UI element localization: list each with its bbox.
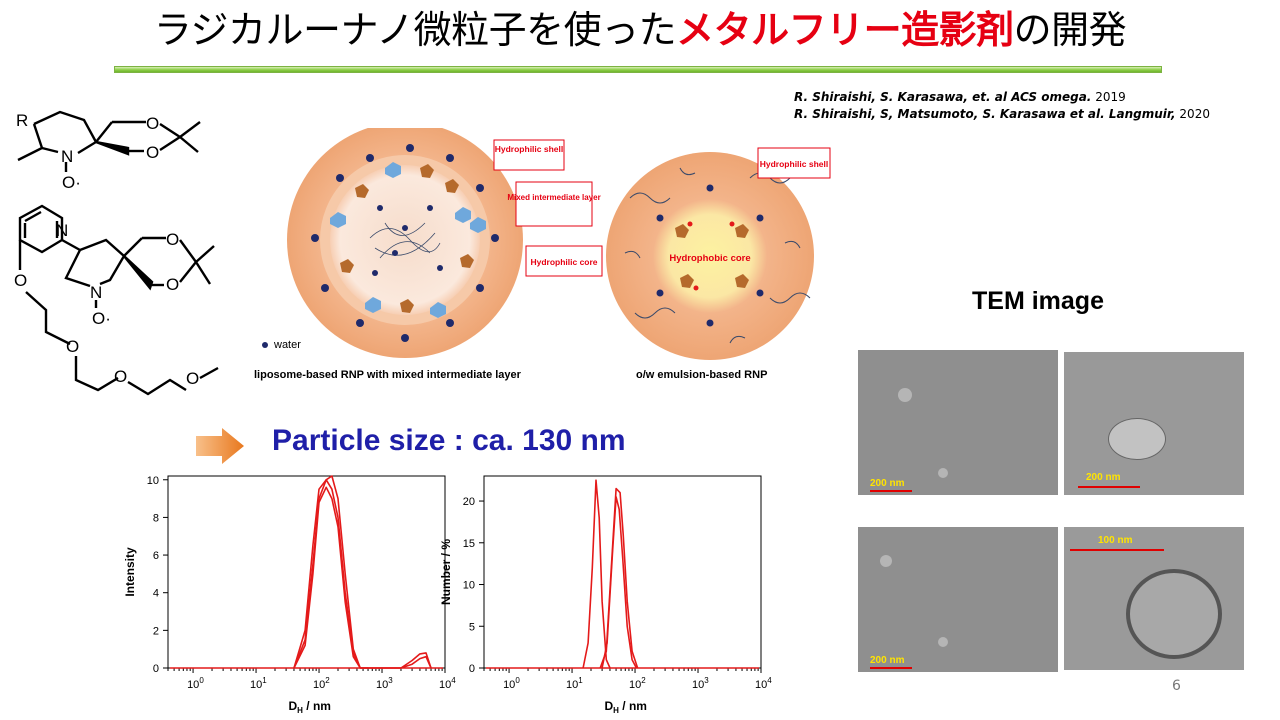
x-tick-label: 100 bbox=[187, 676, 204, 691]
title-tail: の開発 bbox=[1013, 8, 1127, 52]
atom-o-1a: O bbox=[146, 114, 159, 133]
water-legend-label: water bbox=[274, 339, 301, 351]
reference-2-authors: R. Shiraishi, S, Matsumoto, S. Karasawa … bbox=[794, 107, 1176, 121]
reference-2: R. Shiraishi, S, Matsumoto, S. Karasawa … bbox=[794, 107, 1210, 121]
water-dot-icon bbox=[262, 342, 268, 349]
atom-o-1b: O bbox=[146, 143, 159, 162]
series-line-2 bbox=[293, 479, 432, 669]
label-hydrophilic-shell-left: Hydrophilic shell bbox=[495, 144, 564, 154]
series-line-3 bbox=[293, 486, 368, 669]
y-tick-label: 10 bbox=[463, 580, 475, 592]
atom-o-ether-4: O bbox=[186, 369, 199, 388]
reference-1-year: 2019 bbox=[1091, 90, 1126, 104]
x-tick-label: 102 bbox=[313, 676, 330, 691]
substituent-r: R bbox=[16, 111, 28, 130]
tem-scale-label-4: 100 nm bbox=[1098, 535, 1133, 546]
label-mixed-intermediate-layer: Mixed intermediate layer bbox=[507, 193, 600, 202]
caption-liposome: liposome-based RNP with mixed intermedia… bbox=[254, 369, 521, 381]
reference-1: R. Shiraishi, S. Karasawa, et. al ACS om… bbox=[794, 90, 1126, 104]
atom-o-ether-2: O bbox=[66, 337, 79, 356]
y-tick-label: 20 bbox=[463, 496, 475, 508]
y-tick-label: 10 bbox=[147, 475, 159, 487]
tem-scale-label-1: 200 nm bbox=[870, 478, 905, 489]
plot-frame bbox=[483, 475, 762, 669]
atom-o-2b: O bbox=[166, 275, 179, 294]
y-tick-label: 8 bbox=[153, 512, 159, 524]
atom-n-pyridine: N bbox=[56, 221, 68, 240]
page-number: 6 bbox=[1172, 678, 1181, 694]
caption-emulsion: o/w emulsion-based RNP bbox=[636, 369, 768, 381]
atom-o-ether-1: O bbox=[14, 271, 27, 290]
tem-title: TEM image bbox=[972, 287, 1104, 315]
x-tick-label: 101 bbox=[250, 676, 267, 691]
y-tick-label: 4 bbox=[153, 588, 159, 600]
label-hydrophobic-core: Hydrophobic core bbox=[669, 253, 750, 264]
tem-scale-label-2: 200 nm bbox=[1086, 472, 1121, 483]
tem-panel-4: 100 nm bbox=[1064, 527, 1244, 670]
x-tick-label: 103 bbox=[692, 676, 709, 691]
number-chart: 100 101 102 103 104 0 5 10 15 20 DH / nm Number / % bbox=[439, 475, 772, 715]
reference-2-year: 2020 bbox=[1175, 107, 1210, 121]
y-tick-label: 0 bbox=[469, 663, 475, 675]
atom-o-2a: O bbox=[166, 230, 179, 249]
series-line-1 bbox=[293, 475, 432, 669]
tem-panel-1: 200 nm bbox=[858, 350, 1058, 495]
atom-n-2: N bbox=[90, 283, 102, 302]
tem-particle bbox=[938, 468, 948, 478]
x-axis-label: DH / nm bbox=[605, 699, 647, 715]
atom-o-ether-3: O bbox=[114, 367, 127, 386]
x-tick-label: 100 bbox=[503, 676, 520, 691]
y-tick-label: 0 bbox=[153, 663, 159, 675]
x-tick-label: 103 bbox=[376, 676, 393, 691]
water-legend: water bbox=[262, 339, 301, 351]
tem-vesicle-membrane bbox=[1126, 569, 1222, 659]
title-highlight: メタルフリー造影剤 bbox=[676, 8, 1014, 52]
orange-arrow-icon bbox=[196, 428, 244, 464]
emulsion-rnp bbox=[606, 152, 814, 360]
tem-vesicle bbox=[1108, 418, 1166, 460]
y-tick-label: 15 bbox=[463, 538, 475, 550]
title-underline-bar bbox=[114, 66, 1162, 73]
x-tick-label: 102 bbox=[629, 676, 646, 691]
radical-oxygen-2: O· bbox=[92, 309, 111, 328]
tem-panel-2: 200 nm bbox=[1064, 352, 1244, 495]
tem-particle bbox=[880, 555, 892, 567]
y-axis-label: Intensity bbox=[123, 547, 137, 597]
structure-1-nitroxide: R N O· O O bbox=[16, 110, 201, 192]
label-hydrophilic-core: Hydrophilic core bbox=[530, 257, 597, 267]
x-tick-label: 104 bbox=[755, 676, 772, 691]
tem-panel-3: 200 nm bbox=[858, 527, 1058, 672]
x-tick-label: 101 bbox=[566, 676, 583, 691]
tem-scale-bar-4 bbox=[1070, 549, 1164, 551]
particle-size-text: Particle size : ca. 130 nm bbox=[272, 424, 626, 457]
liposome-rnp bbox=[287, 128, 523, 358]
title-plain: ラジカルーナノ微粒子を使った bbox=[153, 8, 677, 52]
slide-title: ラジカルーナノ微粒子を使ったメタルフリー造影剤の開発 bbox=[0, 4, 1280, 56]
y-tick-label: 2 bbox=[153, 625, 159, 637]
reference-1-authors: R. Shiraishi, S. Karasawa, et. al ACS om… bbox=[794, 90, 1092, 104]
tem-scale-bar-3 bbox=[870, 667, 912, 669]
tem-scale-bar-2 bbox=[1078, 486, 1140, 488]
series-line-1 bbox=[582, 479, 611, 669]
tem-particle bbox=[938, 637, 948, 647]
y-tick-label: 5 bbox=[469, 621, 475, 633]
structure-2-pyridyl-nitroxide: N N O· O O O O O O bbox=[14, 204, 219, 396]
nanoparticle-schematic: Hydrophilic shell Mixed intermediate lay… bbox=[287, 128, 831, 360]
series-line-3 bbox=[601, 496, 638, 669]
atom-n-1: N bbox=[61, 147, 73, 166]
schematic-labels: Hydrophilic shell Mixed intermediate lay… bbox=[493, 139, 831, 277]
label-hydrophilic-shell-right: Hydrophilic shell bbox=[760, 159, 829, 169]
chemical-structures: R N O· O O N N O· O O bbox=[14, 110, 219, 396]
tem-scale-label-3: 200 nm bbox=[870, 655, 905, 666]
y-axis-label: Number / % bbox=[439, 539, 453, 605]
x-axis-label: DH / nm bbox=[289, 699, 331, 715]
tem-particle bbox=[898, 388, 912, 402]
liposome-particles bbox=[311, 144, 499, 342]
radical-oxygen-1: O· bbox=[62, 173, 81, 192]
y-tick-label: 6 bbox=[153, 550, 159, 562]
tem-scale-bar-1 bbox=[870, 490, 912, 492]
